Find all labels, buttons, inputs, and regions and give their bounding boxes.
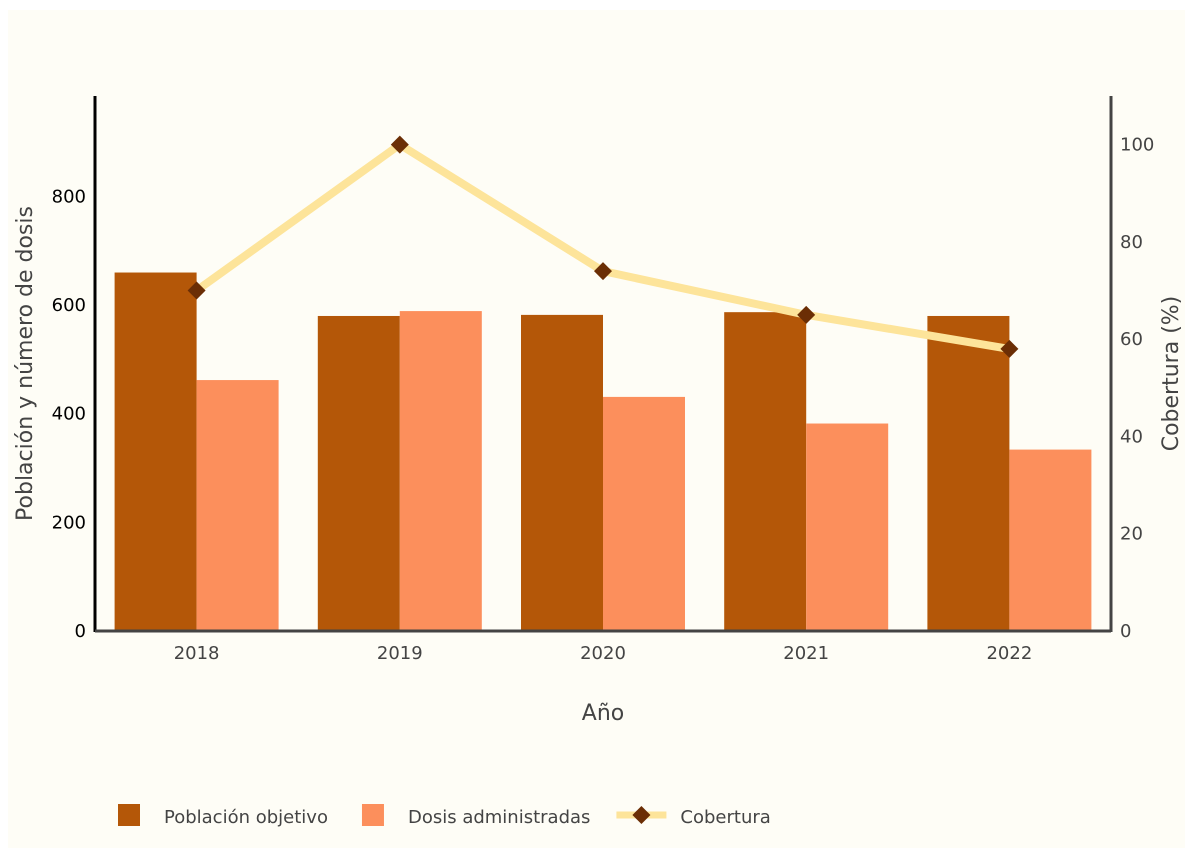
legend: Población objetivo Dosis administradas Cob…	[118, 804, 771, 828]
marker-cobertura-2021	[797, 305, 816, 324]
bar-poblaci-n-objetivo-2019	[317, 315, 400, 631]
marker-cobertura-2019	[390, 135, 409, 154]
axes-layer: 0 200 400 600 800 0 20 40 60 80 100 2018 2019 2020 202…	[13, 96, 1184, 726]
legend-label-poblaci-n-objetivo: Población objetivo	[164, 807, 328, 828]
bar-dosis-administradas-2020	[603, 396, 685, 631]
marker-cobertura-2018	[187, 281, 206, 300]
bar-dosis-administradas-2022	[1009, 449, 1092, 631]
y-tick-label-800: 800	[52, 186, 86, 207]
line-layer	[187, 135, 1019, 358]
legend-label-cobertura: Cobertura	[680, 807, 770, 828]
bar-poblaci-n-objetivo-2018	[114, 272, 197, 631]
x-tick-label-2020: 2020	[580, 643, 626, 664]
x-axis-title: Año	[582, 701, 624, 726]
bar-dosis-administradas-2018	[196, 380, 279, 631]
y2-tick-label-100: 100	[1120, 135, 1154, 156]
y-tick-label-400: 400	[52, 404, 86, 425]
bars-layer	[114, 272, 1092, 631]
legend-swatch-dosis-administradas	[361, 804, 384, 826]
marker-cobertura-2022	[1000, 339, 1019, 358]
y-tick-label-200: 200	[52, 512, 86, 533]
y2-tick-label-20: 20	[1120, 524, 1143, 545]
y-axis-title: Población y número de dosis	[13, 206, 38, 521]
x-tick-label-2022: 2022	[986, 643, 1032, 664]
y2-tick-label-60: 60	[1120, 329, 1143, 350]
bar-dosis-administradas-2019	[399, 311, 482, 631]
legend-swatch-poblaci-n-objetivo	[118, 804, 140, 826]
y2-tick-label-0: 0	[1120, 621, 1131, 642]
bar-poblaci-n-objetivo-2022	[927, 315, 1010, 631]
bar-dosis-administradas-2021	[806, 423, 889, 631]
combo-chart: 0 200 400 600 800 0 20 40 60 80 100 2018 2019 2020 202…	[13, 96, 1184, 828]
y-tick-label-600: 600	[52, 295, 86, 316]
legend-label-dosis-administradas: Dosis administradas	[408, 807, 590, 828]
bar-poblaci-n-objetivo-2021	[724, 312, 807, 631]
x-tick-label-2018: 2018	[174, 643, 220, 664]
legend-swatch-marker-cobertura	[632, 806, 651, 824]
chart-container: 0 200 400 600 800 0 20 40 60 80 100 2018 2019 2020 202…	[8, 10, 1185, 848]
y2-axis-title: Cobertura (%)	[1159, 296, 1184, 452]
y2-tick-label-40: 40	[1120, 426, 1143, 447]
y-tick-label-0: 0	[75, 621, 86, 642]
x-tick-label-2019: 2019	[377, 643, 423, 664]
marker-cobertura-2020	[594, 262, 612, 281]
bar-poblaci-n-objetivo-2020	[521, 314, 603, 631]
y2-tick-label-80: 80	[1120, 232, 1143, 253]
x-tick-label-2021: 2021	[783, 643, 829, 664]
